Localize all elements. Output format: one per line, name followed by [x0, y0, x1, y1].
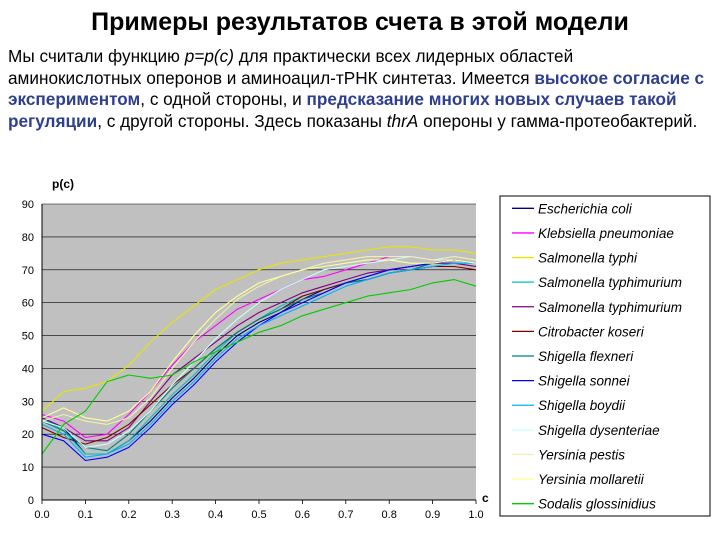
legend-label: Yersinia mollaretii	[538, 472, 645, 487]
legend-label: Escherichia coli	[538, 201, 633, 216]
x-tick-label: 0.1	[78, 509, 93, 521]
text-part: для практически всех лидерных областей а…	[8, 46, 574, 88]
legend-label: Shigella sonnei	[538, 374, 631, 389]
text-part: , с другой стороны. Здесь показаны	[97, 110, 387, 131]
y-tick-label: 90	[22, 199, 34, 211]
body-text: Мы считали функцию p=p(c) для практическ…	[8, 46, 708, 132]
y-tick-label: 20	[22, 429, 34, 441]
legend-box	[499, 195, 711, 517]
text-part: , с одной стороны, и	[140, 89, 307, 109]
legend-label: Salmonella typhimurium	[538, 275, 682, 290]
series-line-13	[41, 279, 477, 455]
y-tick-label: 80	[22, 232, 34, 244]
legend: Escherichia coli Klebsiella pneumoniae Sal…	[499, 195, 711, 517]
x-tick-label: 0.9	[425, 509, 440, 521]
y-tick-label: 10	[22, 462, 34, 474]
slide-title: Примеры результатов счета в этой модели	[91, 8, 629, 36]
chart: 0 10 20 30 40 50 60 70 80 90 0.0 0.1 0.2 0.3 0.4 0.5 0.6…	[22, 177, 711, 521]
y-axis-title: p(c)	[52, 177, 74, 191]
series-line-9	[41, 262, 476, 458]
series-line-10	[41, 256, 477, 448]
legend-label: Citrobacter koseri	[538, 324, 645, 339]
x-tick-label: 0.8	[382, 509, 397, 521]
x-tick-label: 0.0	[34, 509, 49, 521]
series-layer	[41, 246, 477, 462]
x-tick-label: 0.5	[251, 509, 266, 521]
legend-label: Klebsiella pneumoniae	[538, 226, 674, 241]
highlight-prediction: предсказание многих новых случаев такой …	[8, 89, 677, 131]
text-part: опероны у гамма-протеобактерий.	[418, 110, 698, 131]
text-part: Мы считали функцию	[8, 46, 185, 66]
legend-label: Shigella dysenteriae	[538, 423, 660, 438]
x-tick-label: 0.6	[295, 509, 310, 521]
x-tick-label: 1.0	[468, 509, 483, 521]
legend-label: Shigella boydii	[538, 398, 626, 413]
series-line-11	[41, 256, 477, 425]
plot-area	[42, 204, 476, 500]
axes: 0 10 20 30 40 50 60 70 80 90 0.0 0.1 0.2 0.3 0.4 0.5 0.6…	[22, 177, 489, 521]
formula: p=p(c)	[184, 46, 234, 66]
y-tick-label: 40	[22, 363, 34, 375]
legend-label: Sodalis glossinidius	[538, 497, 656, 512]
highlight-agreement: высокое согласие с экспериментом	[8, 67, 705, 110]
x-tick-label: 0.2	[121, 509, 136, 521]
x-tick-label: 0.3	[165, 509, 180, 521]
x-tick-label: 0.7	[338, 509, 353, 521]
series-line-12	[41, 259, 477, 422]
x-tick-label: 0.4	[208, 509, 223, 521]
series-line-3	[41, 246, 477, 412]
legend-label: Yersinia pestis	[538, 447, 625, 462]
legend-label: Salmonella typhi	[538, 251, 638, 266]
y-tick-label: 30	[22, 396, 34, 408]
legend-label: Shigella flexneri	[538, 349, 634, 364]
y-tick-label: 50	[22, 331, 34, 343]
operon-name: thrA	[386, 110, 419, 131]
y-tick-label: 0	[28, 495, 34, 507]
y-tick-label: 60	[22, 298, 34, 310]
x-axis-title: c	[482, 491, 489, 505]
y-tick-label: 70	[22, 265, 34, 277]
legend-label: Salmonella typhimurium	[538, 300, 682, 315]
